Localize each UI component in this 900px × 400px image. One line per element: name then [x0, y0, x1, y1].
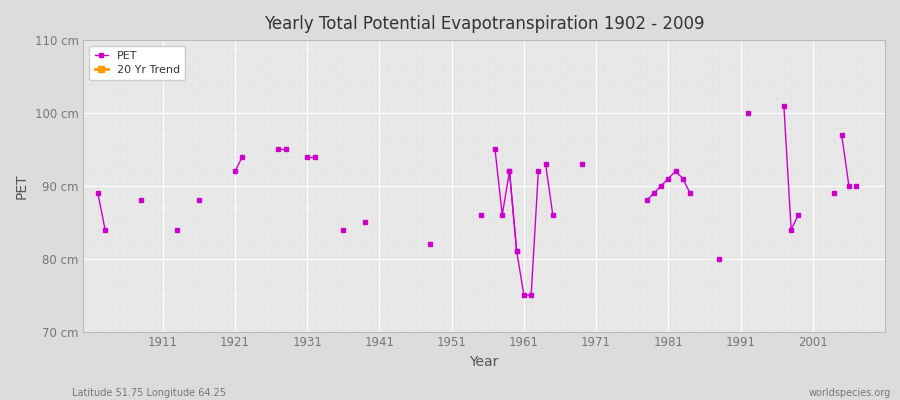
- Y-axis label: PET: PET: [15, 173, 29, 199]
- PET: [93, 191, 104, 196]
- Title: Yearly Total Potential Evapotranspiration 1902 - 2009: Yearly Total Potential Evapotranspiratio…: [264, 15, 705, 33]
- Legend: PET, 20 Yr Trend: PET, 20 Yr Trend: [89, 46, 185, 80]
- Line: PET: PET: [95, 191, 107, 232]
- X-axis label: Year: Year: [470, 355, 499, 369]
- PET: [100, 227, 111, 232]
- Text: worldspecies.org: worldspecies.org: [809, 388, 891, 398]
- Text: Latitude 51.75 Longitude 64.25: Latitude 51.75 Longitude 64.25: [72, 388, 226, 398]
